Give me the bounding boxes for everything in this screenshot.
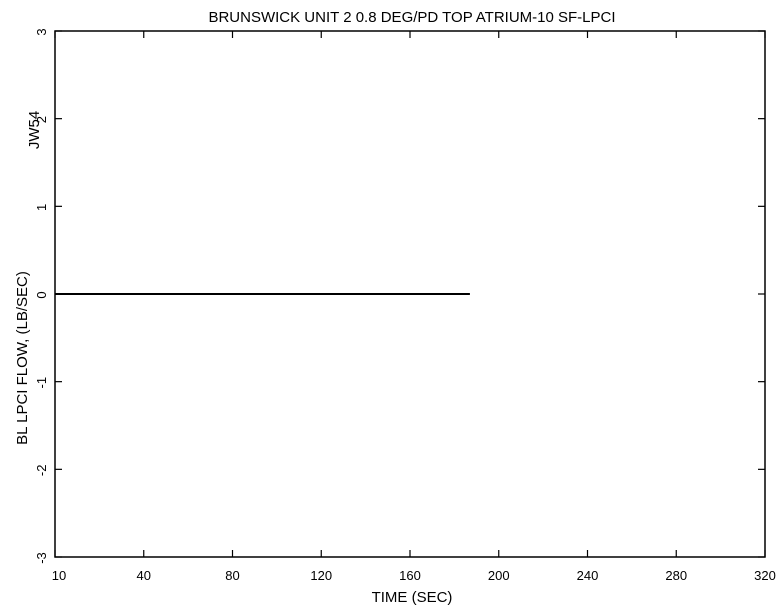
- y-tick-label: 1: [34, 204, 49, 211]
- chart-title: BRUNSWICK UNIT 2 0.8 DEG/PD TOP ATRIUM-1…: [208, 9, 615, 26]
- x-tick-label: 320: [754, 568, 776, 583]
- x-tick-label: 120: [310, 568, 332, 583]
- x-axis-label: TIME (SEC): [372, 589, 453, 606]
- y-tick-label: -1: [34, 377, 49, 389]
- x-tick-label: 10: [52, 568, 66, 583]
- x-tick-label: 80: [225, 568, 239, 583]
- x-tick-label: 240: [577, 568, 599, 583]
- y-tick-label: 2: [34, 116, 49, 123]
- y-tick-label: -2: [34, 465, 49, 477]
- x-tick-label: 200: [488, 568, 510, 583]
- chart-id-label: JW54: [26, 111, 43, 149]
- y-tick-label: 0: [34, 291, 49, 298]
- y-axis-label: BL LPCI FLOW, (LB/SEC): [14, 271, 31, 445]
- x-tick-label: 40: [137, 568, 151, 583]
- y-tick-label: -3: [34, 552, 49, 564]
- x-tick-label: 160: [399, 568, 421, 583]
- x-tick-label: 280: [665, 568, 687, 583]
- y-tick-label: 3: [34, 28, 49, 35]
- axis-ticks: 10 40 80 120 160 200 240 280 320 -3 -2 -1 0 1 2 3: [34, 28, 776, 583]
